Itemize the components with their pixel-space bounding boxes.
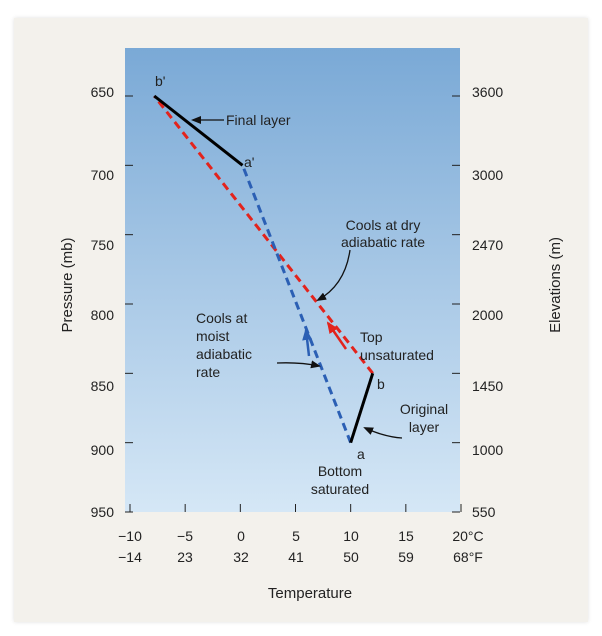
moist-adiabatic-line: [241, 164, 353, 444]
point-label-a-prime: a': [244, 154, 254, 170]
x-tick-label-celsius: 20°C: [452, 528, 483, 544]
dry-direction-arrow: [326, 321, 348, 350]
plot-area: [125, 48, 460, 512]
x-tick-label-fahrenheit: 59: [398, 549, 414, 565]
x-tick-label-celsius: 5: [292, 528, 300, 544]
x-tick-label-celsius: −5: [177, 528, 193, 544]
top-label: unsaturated: [360, 347, 434, 363]
original-layer-line: [349, 372, 375, 444]
x-tick-label-celsius: 10: [343, 528, 359, 544]
elevation-tick-label: 2470: [472, 237, 503, 253]
y-tick-label: 850: [91, 378, 115, 394]
elevation-tick-label: 2000: [472, 307, 503, 323]
bottom-label: Bottom: [318, 463, 362, 479]
top-label: Top: [360, 329, 383, 345]
x-tick-label-celsius: −10: [118, 528, 142, 544]
x-tick-label-fahrenheit: 23: [177, 549, 193, 565]
cools-moist-label: Cools at: [196, 310, 247, 326]
cools-moist-label: rate: [196, 364, 220, 380]
cools-dry-arrow: [316, 249, 351, 301]
y-axis-title-left: Pressure (mb): [59, 237, 76, 332]
point-label-b-prime: b': [155, 73, 165, 89]
x-tick-label-fahrenheit: 32: [233, 549, 249, 565]
y-tick-label: 700: [91, 167, 115, 183]
cools-dry-label: adiabatic rate: [341, 234, 425, 250]
x-tick-label-fahrenheit: 41: [288, 549, 304, 565]
elevation-tick-label: 1000: [472, 442, 503, 458]
y-tick-label: 800: [91, 307, 115, 323]
elevation-tick-label: 3600: [472, 84, 503, 100]
cools-moist-arrow: [276, 360, 321, 369]
bottom-label: saturated: [311, 481, 369, 497]
final-layer-line: [153, 94, 244, 167]
point-label-b: b: [377, 376, 385, 392]
original-layer-arrow: [363, 427, 403, 439]
cools-dry-label: Cools at dry: [346, 217, 421, 233]
x-tick-label-fahrenheit: 50: [343, 549, 359, 565]
elevation-tick-label: 1450: [472, 378, 503, 394]
elevation-tick-label: 550: [472, 504, 496, 520]
original-layer-label: Original: [400, 401, 448, 417]
cools-moist-label: moist: [196, 328, 230, 344]
cools-moist-label: adiabatic: [196, 346, 252, 362]
point-label-a: a: [357, 446, 365, 462]
y-tick-label: 750: [91, 237, 115, 253]
y-tick-label: 950: [91, 504, 115, 520]
y-axis-title-right: Elevations (m): [547, 237, 564, 333]
tick-marks: [125, 95, 462, 513]
elevation-tick-label: 3000: [472, 167, 503, 183]
x-tick-label-fahrenheit: 68°F: [453, 549, 483, 565]
x-axis-title: Temperature: [268, 585, 352, 602]
y-tick-label: 650: [91, 84, 115, 100]
original-layer-label: layer: [409, 419, 440, 435]
x-tick-label-celsius: 0: [237, 528, 245, 544]
moist-direction-arrow: [302, 328, 313, 357]
final-layer-label: Final layer: [226, 112, 291, 128]
y-tick-label: 900: [91, 442, 115, 458]
x-tick-label-fahrenheit: −14: [118, 549, 142, 565]
x-tick-label-celsius: 15: [398, 528, 414, 544]
